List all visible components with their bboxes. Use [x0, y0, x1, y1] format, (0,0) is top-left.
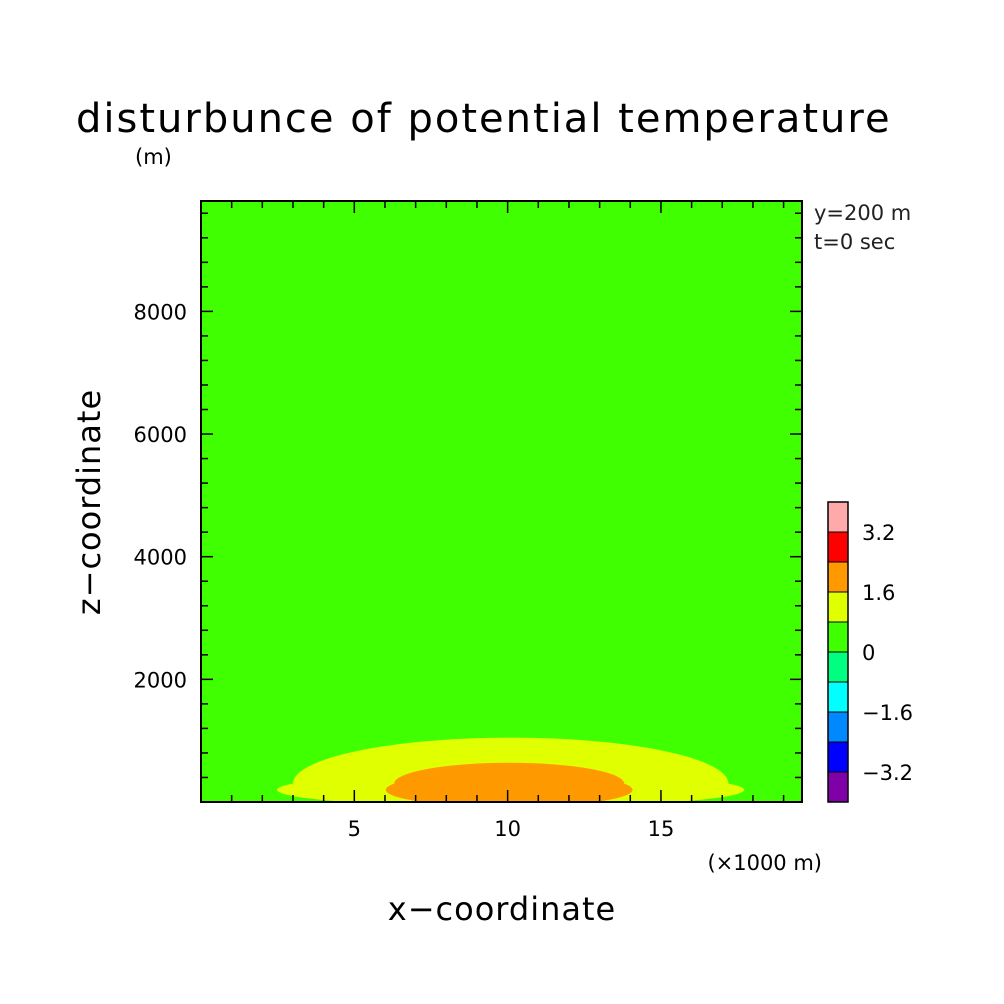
x-tick-label: 5: [348, 817, 361, 841]
x-axis-label: x−coordinate: [388, 890, 616, 928]
colorbar-segment: [828, 562, 848, 592]
annotation-y: y=200 m: [814, 201, 911, 225]
x-tick-label: 15: [648, 817, 675, 841]
colorbar-tick-label: −3.2: [862, 761, 913, 785]
colorbar-segment: [828, 712, 848, 742]
colorbar-segment: [828, 772, 848, 802]
colorbar-segment: [828, 502, 848, 532]
colorbar-tick-label: 0: [862, 641, 875, 665]
colorbar-tick-label: −1.6: [862, 701, 913, 725]
contour-regions: [277, 737, 745, 802]
colorbar-segment: [828, 652, 848, 682]
y-tick-label: 4000: [134, 546, 187, 570]
y-axis-label: z−coordinate: [70, 389, 108, 615]
colorbar-segment: [828, 742, 848, 772]
axis-ticks: [201, 201, 802, 802]
contour-region-2: [385, 762, 633, 802]
colorbar-segment: [828, 592, 848, 622]
colorbar: −3.2 −1.6 0 1.6 3.2: [827, 501, 913, 803]
y-tick-label: 8000: [134, 300, 187, 324]
y-tick-label: 6000: [134, 423, 187, 447]
y-unit-label: (m): [135, 145, 172, 169]
annotation-t: t=0 sec: [814, 230, 895, 254]
plot-frame: [200, 200, 803, 803]
tick-labels: 5 10 15 2000 4000 6000 8000: [134, 300, 675, 841]
chart-title: disturbunce of potential temperature: [76, 96, 892, 142]
x-tick-label: 10: [494, 817, 521, 841]
x-unit-label: (×1000 m): [707, 851, 822, 875]
y-tick-label: 2000: [134, 668, 187, 692]
colorbar-tick-label: 3.2: [862, 521, 895, 545]
plot-area: [200, 200, 803, 803]
colorbar-segment: [828, 682, 848, 712]
colorbar-segment: [828, 622, 848, 652]
background-field: [201, 201, 802, 802]
colorbar-segment: [828, 532, 848, 562]
colorbar-tick-label: 1.6: [862, 581, 895, 605]
